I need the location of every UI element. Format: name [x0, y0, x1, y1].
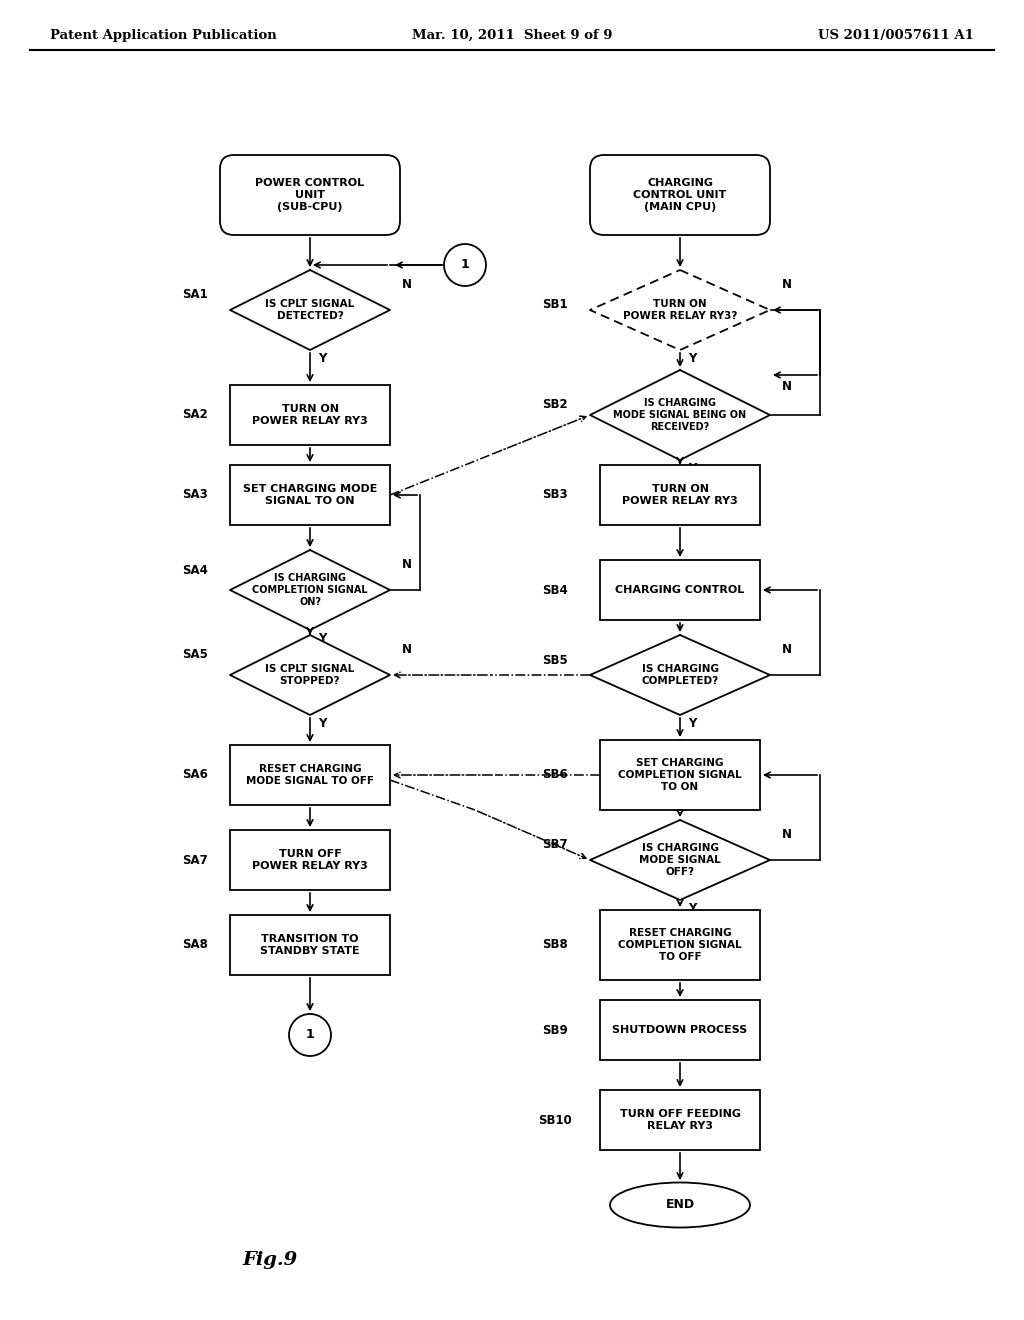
Text: SB6: SB6 — [542, 768, 568, 781]
Text: SA6: SA6 — [182, 768, 208, 781]
Text: Y: Y — [318, 352, 327, 366]
Text: TURN OFF FEEDING
RELAY RY3: TURN OFF FEEDING RELAY RY3 — [620, 1109, 740, 1131]
Polygon shape — [590, 370, 770, 459]
FancyBboxPatch shape — [230, 915, 390, 975]
Text: IS CHARGING
COMPLETED?: IS CHARGING COMPLETED? — [641, 664, 719, 686]
Text: RESET CHARGING
MODE SIGNAL TO OFF: RESET CHARGING MODE SIGNAL TO OFF — [246, 764, 374, 785]
Text: SET CHARGING
COMPLETION SIGNAL
TO ON: SET CHARGING COMPLETION SIGNAL TO ON — [618, 759, 741, 792]
Text: SB10: SB10 — [539, 1114, 571, 1126]
Text: SA3: SA3 — [182, 488, 208, 502]
Text: SB5: SB5 — [542, 653, 568, 667]
Text: CHARGING
CONTROL UNIT
(MAIN CPU): CHARGING CONTROL UNIT (MAIN CPU) — [634, 178, 727, 211]
FancyBboxPatch shape — [600, 741, 760, 810]
FancyBboxPatch shape — [600, 465, 760, 525]
Text: SA1: SA1 — [182, 289, 208, 301]
Text: RESET CHARGING
COMPLETION SIGNAL
TO OFF: RESET CHARGING COMPLETION SIGNAL TO OFF — [618, 928, 741, 961]
Text: TURN ON
POWER RELAY RY3: TURN ON POWER RELAY RY3 — [252, 404, 368, 426]
Text: SB2: SB2 — [542, 399, 568, 412]
Text: SB7: SB7 — [542, 838, 568, 851]
Text: SA5: SA5 — [182, 648, 208, 661]
Text: SET CHARGING MODE
SIGNAL TO ON: SET CHARGING MODE SIGNAL TO ON — [243, 484, 377, 506]
Text: IS CHARGING
MODE SIGNAL
OFF?: IS CHARGING MODE SIGNAL OFF? — [639, 843, 721, 876]
Text: IS CHARGING
COMPLETION SIGNAL
ON?: IS CHARGING COMPLETION SIGNAL ON? — [252, 573, 368, 607]
Text: Y: Y — [318, 717, 327, 730]
FancyBboxPatch shape — [230, 465, 390, 525]
Text: SB3: SB3 — [542, 488, 568, 502]
Text: SA8: SA8 — [182, 939, 208, 952]
Text: IS CPLT SIGNAL
DETECTED?: IS CPLT SIGNAL DETECTED? — [265, 300, 354, 321]
Text: TRANSITION TO
STANDBY STATE: TRANSITION TO STANDBY STATE — [260, 935, 359, 956]
Text: N: N — [402, 558, 412, 572]
Text: 1: 1 — [305, 1028, 314, 1041]
FancyBboxPatch shape — [230, 830, 390, 890]
Text: SA4: SA4 — [182, 564, 208, 577]
Text: TURN OFF
POWER RELAY RY3: TURN OFF POWER RELAY RY3 — [252, 849, 368, 871]
Polygon shape — [230, 635, 390, 715]
Text: SA2: SA2 — [182, 408, 208, 421]
Text: CHARGING CONTROL: CHARGING CONTROL — [615, 585, 744, 595]
Text: END: END — [666, 1199, 694, 1212]
Text: SB1: SB1 — [542, 298, 568, 312]
Polygon shape — [590, 635, 770, 715]
Text: SA7: SA7 — [182, 854, 208, 866]
FancyBboxPatch shape — [230, 744, 390, 805]
FancyBboxPatch shape — [230, 385, 390, 445]
Polygon shape — [590, 820, 770, 900]
Text: N: N — [782, 828, 792, 841]
Text: Y: Y — [688, 902, 696, 915]
Text: Y: Y — [688, 462, 696, 475]
Ellipse shape — [610, 1183, 750, 1228]
Text: SHUTDOWN PROCESS: SHUTDOWN PROCESS — [612, 1026, 748, 1035]
FancyBboxPatch shape — [600, 560, 760, 620]
Text: Y: Y — [318, 632, 327, 645]
Text: Mar. 10, 2011  Sheet 9 of 9: Mar. 10, 2011 Sheet 9 of 9 — [412, 29, 612, 41]
Text: SB8: SB8 — [542, 939, 568, 952]
Text: TURN ON
POWER RELAY RY3?: TURN ON POWER RELAY RY3? — [623, 300, 737, 321]
Text: SB4: SB4 — [542, 583, 568, 597]
Polygon shape — [230, 550, 390, 630]
FancyBboxPatch shape — [220, 154, 400, 235]
Text: N: N — [782, 643, 792, 656]
Text: TURN ON
POWER RELAY RY3: TURN ON POWER RELAY RY3 — [623, 484, 738, 506]
Polygon shape — [590, 271, 770, 350]
Text: US 2011/0057611 A1: US 2011/0057611 A1 — [818, 29, 974, 41]
FancyBboxPatch shape — [600, 1090, 760, 1150]
Text: N: N — [782, 380, 792, 393]
Text: Fig.9: Fig.9 — [243, 1251, 298, 1269]
Text: N: N — [402, 279, 412, 290]
FancyBboxPatch shape — [590, 154, 770, 235]
Polygon shape — [230, 271, 390, 350]
Ellipse shape — [289, 1014, 331, 1056]
Text: N: N — [782, 279, 792, 290]
Text: 1: 1 — [461, 259, 469, 272]
Text: N: N — [402, 643, 412, 656]
Text: Y: Y — [688, 352, 696, 366]
Text: IS CPLT SIGNAL
STOPPED?: IS CPLT SIGNAL STOPPED? — [265, 664, 354, 686]
Text: POWER CONTROL
UNIT
(SUB-CPU): POWER CONTROL UNIT (SUB-CPU) — [255, 178, 365, 211]
FancyBboxPatch shape — [600, 909, 760, 979]
FancyBboxPatch shape — [600, 1001, 760, 1060]
Text: Patent Application Publication: Patent Application Publication — [50, 29, 276, 41]
Text: SB9: SB9 — [542, 1023, 568, 1036]
Ellipse shape — [444, 244, 486, 286]
Text: IS CHARGING
MODE SIGNAL BEING ON
RECEIVED?: IS CHARGING MODE SIGNAL BEING ON RECEIVE… — [613, 399, 746, 432]
Text: Y: Y — [688, 717, 696, 730]
